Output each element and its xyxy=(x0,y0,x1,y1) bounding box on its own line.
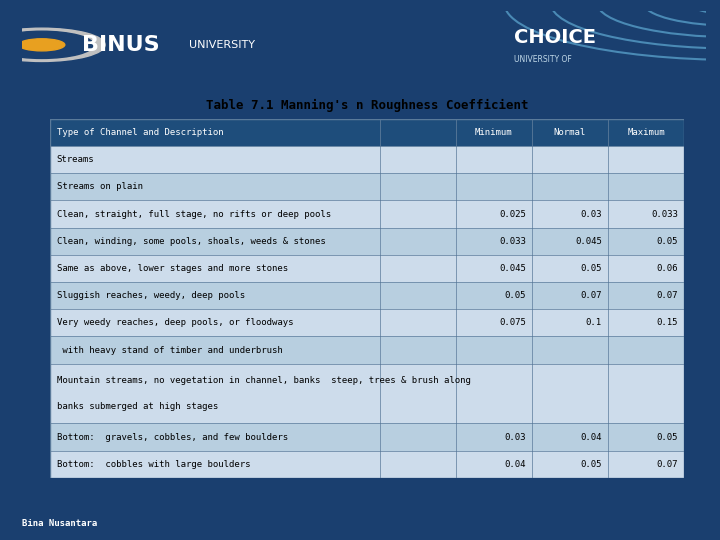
Text: 0.045: 0.045 xyxy=(499,264,526,273)
Text: BINUS: BINUS xyxy=(82,35,160,55)
Text: Clean, winding, some pools, shoals, weeds & stones: Clean, winding, some pools, shoals, weed… xyxy=(57,237,325,246)
Text: Streams: Streams xyxy=(57,155,94,164)
Text: Streams on plain: Streams on plain xyxy=(57,183,143,191)
Circle shape xyxy=(0,31,94,58)
Text: 0.05: 0.05 xyxy=(657,237,678,246)
Text: 0.05: 0.05 xyxy=(504,291,526,300)
Bar xyxy=(50,309,684,336)
Text: Minimum: Minimum xyxy=(475,128,513,137)
Text: 0.07: 0.07 xyxy=(657,291,678,300)
Bar xyxy=(50,200,684,228)
Text: 0.07: 0.07 xyxy=(580,291,602,300)
Text: 0.045: 0.045 xyxy=(575,237,602,246)
Bar xyxy=(50,363,684,423)
Text: 0.033: 0.033 xyxy=(651,210,678,219)
Text: 0.025: 0.025 xyxy=(499,210,526,219)
Bar xyxy=(50,228,684,255)
Text: Table 7.1 Manning's n Roughness Coefficient: Table 7.1 Manning's n Roughness Coeffici… xyxy=(206,99,528,112)
Text: Maximum: Maximum xyxy=(627,128,665,137)
Text: Bottom:  gravels, cobbles, and few boulders: Bottom: gravels, cobbles, and few boulde… xyxy=(57,433,288,442)
Text: banks submerged at high stages: banks submerged at high stages xyxy=(57,402,218,411)
Text: Clean, straight, full stage, no rifts or deep pools: Clean, straight, full stage, no rifts or… xyxy=(57,210,331,219)
Text: 0.04: 0.04 xyxy=(580,433,602,442)
Circle shape xyxy=(19,39,65,51)
Text: Bina Nusantara: Bina Nusantara xyxy=(22,519,97,528)
Text: 0.05: 0.05 xyxy=(580,460,602,469)
Text: UNIVERSITY: UNIVERSITY xyxy=(189,40,255,50)
Text: 0.04: 0.04 xyxy=(504,460,526,469)
Bar xyxy=(50,119,684,146)
Text: 0.05: 0.05 xyxy=(657,433,678,442)
Text: Sluggish reaches, weedy, deep pools: Sluggish reaches, weedy, deep pools xyxy=(57,291,245,300)
Text: Same as above, lower stages and more stones: Same as above, lower stages and more sto… xyxy=(57,264,288,273)
Text: 0.1: 0.1 xyxy=(586,319,602,327)
Text: 0.05: 0.05 xyxy=(580,264,602,273)
Text: CHOICE: CHOICE xyxy=(513,28,595,47)
Circle shape xyxy=(0,28,105,62)
Text: UNIVERSITY OF: UNIVERSITY OF xyxy=(513,56,572,64)
Text: Type of Channel and Description: Type of Channel and Description xyxy=(57,128,223,137)
Text: 0.03: 0.03 xyxy=(504,433,526,442)
Bar xyxy=(50,255,684,282)
Text: Very weedy reaches, deep pools, or floodways: Very weedy reaches, deep pools, or flood… xyxy=(57,319,293,327)
Bar xyxy=(50,451,684,478)
Text: Normal: Normal xyxy=(554,128,586,137)
Text: 0.033: 0.033 xyxy=(499,237,526,246)
Bar xyxy=(50,146,684,173)
Text: 0.15: 0.15 xyxy=(657,319,678,327)
Bar xyxy=(50,423,684,451)
Text: Mountain streams, no vegetation in channel, banks  steep, trees & brush along: Mountain streams, no vegetation in chann… xyxy=(57,376,471,385)
Text: 0.06: 0.06 xyxy=(657,264,678,273)
Text: with heavy stand of timber and underbrush: with heavy stand of timber and underbrus… xyxy=(57,346,282,355)
Text: 0.07: 0.07 xyxy=(657,460,678,469)
Bar xyxy=(50,336,684,363)
Text: 0.075: 0.075 xyxy=(499,319,526,327)
Bar xyxy=(50,173,684,200)
Text: 0.03: 0.03 xyxy=(580,210,602,219)
Bar xyxy=(50,282,684,309)
Text: Bottom:  cobbles with large boulders: Bottom: cobbles with large boulders xyxy=(57,460,251,469)
